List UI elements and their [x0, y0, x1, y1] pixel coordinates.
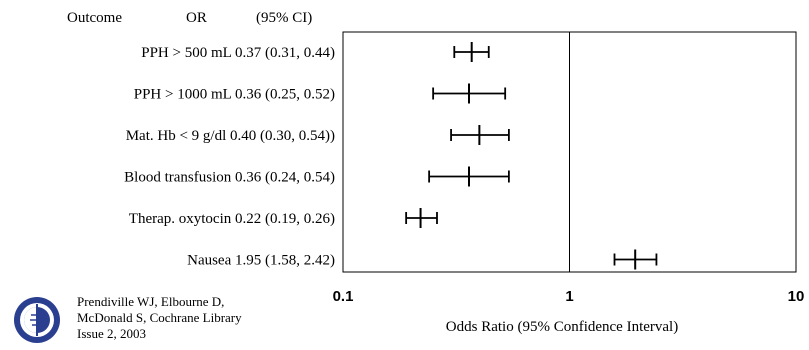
forest-row: Blood transfusion 0.36 (0.24, 0.54) — [124, 166, 510, 187]
citation-line-3: Issue 2, 2003 — [77, 326, 146, 341]
column-header: Outcome OR (95% CI) — [67, 10, 312, 26]
row-label: PPH > 500 mL 0.37 (0.31, 0.44) — [141, 45, 335, 61]
row-label: Blood transfusion 0.36 (0.24, 0.54) — [124, 170, 335, 186]
citation-line-2: McDonald S, Cochrane Library — [77, 310, 242, 325]
forest-row: Nausea 1.95 (1.58, 2.42) — [187, 249, 658, 270]
forest-row: PPH > 500 mL 0.37 (0.31, 0.44) — [141, 42, 490, 62]
citation-line-1: Prendiville WJ, Elbourne D, — [77, 294, 225, 309]
x-tick-label: 10 — [788, 288, 805, 305]
forest-row: Therap. oxytocin 0.22 (0.19, 0.26) — [129, 208, 438, 228]
header-or: OR — [186, 10, 207, 26]
cochrane-logo-icon — [14, 297, 60, 343]
forest-row: Mat. Hb < 9 g/dl 0.40 (0.30, 0.54)) — [126, 125, 510, 145]
forest-row: PPH > 1000 mL 0.36 (0.25, 0.52) — [134, 83, 507, 104]
x-tick-label: 0.1 — [333, 288, 354, 305]
citation: Prendiville WJ, Elbourne D, McDonald S, … — [77, 294, 317, 342]
row-label: Nausea 1.95 (1.58, 2.42) — [187, 253, 335, 269]
row-label: PPH > 1000 mL 0.36 (0.25, 0.52) — [134, 87, 335, 103]
row-label: Mat. Hb < 9 g/dl 0.40 (0.30, 0.54)) — [126, 128, 335, 144]
x-axis-label: Odds Ratio (95% Confidence Interval) — [446, 319, 678, 335]
row-label: Therap. oxytocin 0.22 (0.19, 0.26) — [129, 211, 335, 227]
header-outcome: Outcome — [67, 10, 122, 26]
x-tick-label: 1 — [565, 288, 573, 305]
header-ci: (95% CI) — [256, 10, 312, 26]
